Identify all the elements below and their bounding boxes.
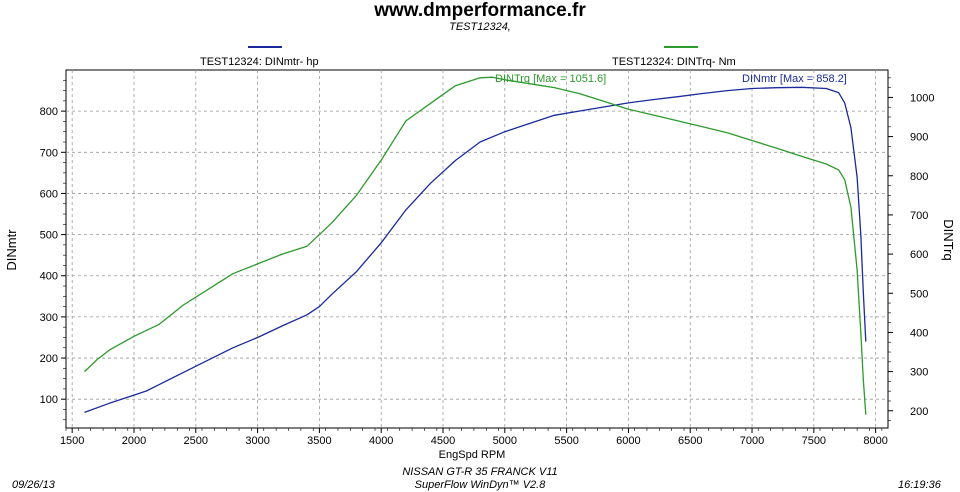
y-axis-left-label: DINmtr bbox=[4, 229, 19, 271]
x-axis-label: EngSpd RPM bbox=[439, 449, 506, 461]
x-tick-label: 4000 bbox=[369, 435, 393, 447]
y-right-tick-label: 1000 bbox=[910, 92, 934, 104]
legend-nm-label: TEST12324: DINTrq- Nm bbox=[612, 56, 736, 68]
y-right-tick-label: 700 bbox=[910, 210, 928, 222]
vehicle-name: NISSAN GT-R 35 FRANCK V11 bbox=[402, 466, 558, 478]
y-right-tick-label: 800 bbox=[910, 171, 928, 183]
x-tick-label: 3000 bbox=[245, 435, 269, 447]
x-tick-label: 2000 bbox=[122, 435, 146, 447]
x-tick-label: 5000 bbox=[493, 435, 517, 447]
y-left-tick-label: 200 bbox=[40, 353, 58, 365]
x-tick-label: 1500 bbox=[60, 435, 84, 447]
y-left-tick-label: 100 bbox=[40, 394, 58, 406]
x-tick-label: 6500 bbox=[678, 435, 702, 447]
x-tick-label: 8000 bbox=[863, 435, 887, 447]
x-tick-label: 4500 bbox=[431, 435, 455, 447]
y-left-tick-label: 500 bbox=[40, 230, 58, 242]
test-date: 09/26/13 bbox=[12, 479, 55, 491]
x-tick-label: 5500 bbox=[554, 435, 578, 447]
x-tick-label: 7000 bbox=[740, 435, 764, 447]
test-time: 16:19:36 bbox=[898, 479, 941, 491]
x-tick-label: 2500 bbox=[184, 435, 208, 447]
y-right-tick-label: 500 bbox=[910, 288, 928, 300]
power-series-line bbox=[84, 86, 867, 414]
y-left-tick-label: 300 bbox=[40, 312, 58, 324]
max-annotation: DINmtr [Max = 858.2] bbox=[742, 73, 847, 85]
site-title: www.dmperformance.fr bbox=[374, 0, 586, 21]
legend-hp-label: TEST12324: DINmtr- hp bbox=[200, 56, 319, 68]
y-left-tick-label: 600 bbox=[40, 188, 58, 200]
software-name: SuperFlow WinDyn™ V2.8 bbox=[414, 479, 546, 491]
y-left-tick-label: 700 bbox=[40, 147, 58, 159]
x-tick-label: 6000 bbox=[616, 435, 640, 447]
x-tick-label: 7500 bbox=[802, 435, 826, 447]
y-right-tick-label: 200 bbox=[910, 406, 928, 418]
y-left-tick-label: 800 bbox=[40, 106, 58, 118]
max-annotation: DINTrq [Max = 1051.6] bbox=[495, 73, 606, 85]
y-axis-right-label: DINTrq bbox=[941, 219, 956, 260]
y-right-tick-label: 900 bbox=[910, 132, 928, 144]
y-right-tick-label: 400 bbox=[910, 327, 928, 339]
torque-series-line bbox=[84, 76, 867, 415]
y-right-tick-label: 600 bbox=[910, 249, 928, 261]
legend-hp-swatch bbox=[248, 46, 282, 48]
plot-area bbox=[65, 69, 889, 429]
x-tick-label: 3500 bbox=[307, 435, 331, 447]
legend-nm-swatch bbox=[664, 46, 698, 48]
test-subtitle: TEST12324, bbox=[449, 21, 511, 33]
y-left-tick-label: 400 bbox=[40, 271, 58, 283]
y-right-tick-label: 300 bbox=[910, 367, 928, 379]
